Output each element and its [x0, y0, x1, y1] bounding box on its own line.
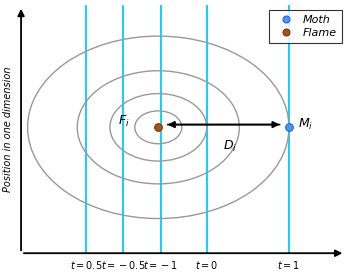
- Text: $t = 1$: $t = 1$: [277, 259, 301, 271]
- Text: $t = 0$: $t = 0$: [195, 259, 218, 271]
- Text: $M_i$: $M_i$: [298, 117, 313, 132]
- Text: $D_i$: $D_i$: [223, 139, 237, 154]
- Text: $F_i$: $F_i$: [118, 114, 130, 130]
- Text: $t = -0.5$: $t = -0.5$: [101, 259, 145, 271]
- Text: $t = 0.5$: $t = 0.5$: [70, 259, 103, 271]
- Text: Position in one dimension: Position in one dimension: [3, 67, 13, 192]
- Legend: Moth, Flame: Moth, Flame: [269, 10, 342, 43]
- Text: $t = -1$: $t = -1$: [143, 259, 178, 271]
